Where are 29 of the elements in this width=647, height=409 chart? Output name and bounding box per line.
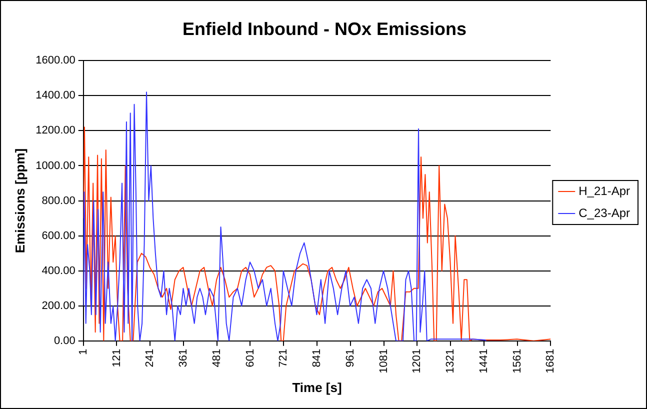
x-tick-label: 241 [144,348,156,368]
x-tick-label: 1081 [378,348,390,374]
x-tick-label: 961 [344,348,356,368]
x-tick-label: 361 [178,348,190,368]
x-tick-label: 1321 [444,348,457,374]
x-tick-label: 601 [244,348,256,368]
x-tick-label: 721 [278,348,290,368]
y-tick-label: 1200.00 [36,124,76,137]
y-tick-label: 800.00 [42,194,76,207]
x-tick-label: 121 [110,348,123,368]
y-axis-title: Emissions [ppm] [12,148,28,254]
x-tick-label: 1201 [411,348,424,374]
chart-title: Enfield Inbound - NOx Emissions [182,18,467,39]
x-tick-label: 841 [311,348,324,368]
x-tick-label: 1 [77,348,90,356]
y-tick-label: 1600.00 [36,54,76,67]
x-tick-label: 1441 [478,348,490,374]
legend-label: H_21-Apr [578,184,630,198]
x-tick-label: 1561 [511,348,524,374]
y-tick-label: 0.00 [54,334,76,347]
y-tick-label: 1400.00 [36,90,76,102]
y-tick-label: 200.00 [42,300,76,312]
x-tick-label: 481 [210,348,223,368]
x-tick-label: 1681 [544,348,557,374]
y-tick-label: 400.00 [42,264,76,277]
y-tick-label: 600.00 [42,230,76,242]
y-tick-label: 1000.00 [36,160,76,172]
x-axis-title: Time [s] [292,380,342,395]
legend-label: C_23-Apr [578,206,630,220]
